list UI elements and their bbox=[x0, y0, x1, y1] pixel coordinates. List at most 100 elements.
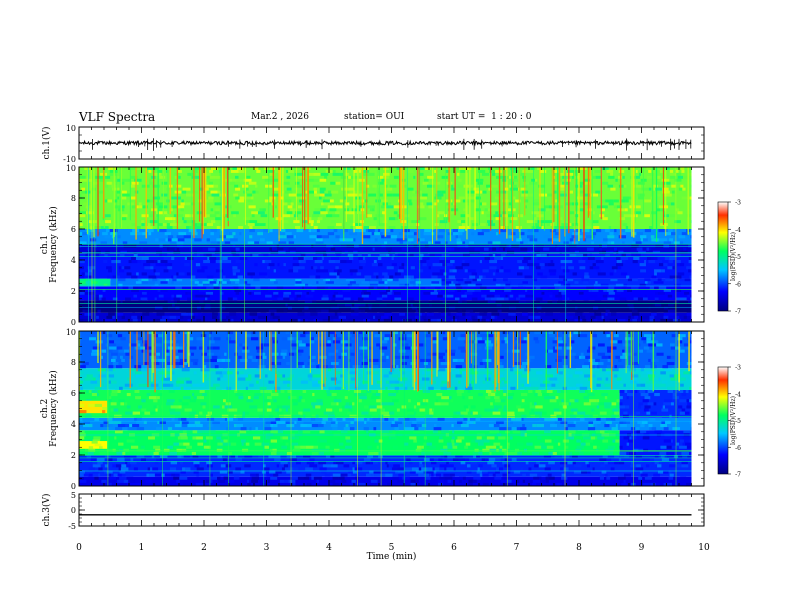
noise-speckle bbox=[683, 247, 687, 251]
noise-speckle bbox=[273, 424, 278, 428]
noise-speckle bbox=[530, 167, 535, 170]
noise-speckle bbox=[599, 247, 602, 251]
noise-speckle bbox=[402, 371, 406, 375]
noise-speckle bbox=[368, 229, 375, 233]
noise-speckle bbox=[384, 417, 389, 421]
noise-speckle bbox=[605, 309, 610, 313]
noise-speckle bbox=[327, 414, 336, 418]
noise-speckle bbox=[285, 169, 289, 173]
noise-speckle bbox=[286, 175, 291, 179]
noise-speckle bbox=[263, 467, 270, 471]
noise-speckle bbox=[273, 187, 281, 191]
noise-speckle bbox=[276, 464, 280, 468]
noise-speckle bbox=[102, 232, 108, 236]
noise-speckle bbox=[678, 455, 683, 459]
noise-speckle bbox=[494, 405, 497, 409]
noise-speckle bbox=[208, 196, 214, 200]
noise-speckle bbox=[330, 315, 339, 319]
noise-speckle bbox=[687, 294, 691, 298]
noise-speckle bbox=[511, 417, 516, 421]
noise-speckle bbox=[449, 269, 453, 273]
noise-speckle bbox=[541, 445, 547, 449]
noise-speckle bbox=[466, 202, 470, 206]
noise-speckle bbox=[409, 368, 415, 372]
noise-speckle bbox=[174, 300, 177, 304]
noise-speckle bbox=[282, 451, 287, 455]
noise-speckle bbox=[634, 211, 642, 215]
noise-speckle bbox=[331, 355, 339, 359]
noise-speckle bbox=[499, 445, 503, 449]
noise-speckle bbox=[169, 315, 177, 319]
noise-speckle bbox=[318, 479, 324, 483]
noise-speckle bbox=[545, 374, 554, 378]
noise-speckle bbox=[319, 439, 327, 443]
noise-speckle bbox=[146, 473, 150, 477]
noise-speckle bbox=[509, 294, 514, 298]
noise-speckle bbox=[488, 424, 494, 428]
noise-speckle bbox=[333, 229, 338, 233]
noise-speckle bbox=[293, 235, 297, 239]
noise-speckle bbox=[117, 235, 121, 239]
noise-speckle bbox=[477, 297, 485, 301]
noise-speckle bbox=[519, 232, 525, 236]
noise-speckle bbox=[367, 445, 372, 449]
noise-speckle bbox=[91, 349, 99, 353]
ch1-spectrogram-ylabel: Frequency (kHz) bbox=[48, 206, 59, 283]
noise-speckle bbox=[560, 467, 564, 471]
noise-speckle bbox=[405, 476, 410, 480]
noise-speckle bbox=[649, 315, 655, 319]
noise-speckle bbox=[95, 253, 100, 257]
noise-speckle bbox=[86, 374, 93, 378]
noise-speckle bbox=[514, 346, 520, 350]
noise-speckle bbox=[360, 291, 364, 295]
noise-speckle bbox=[117, 473, 122, 477]
noise-speckle bbox=[433, 427, 442, 431]
noise-speckle bbox=[378, 451, 382, 455]
noise-speckle bbox=[184, 256, 187, 260]
noise-speckle bbox=[608, 226, 612, 229]
noise-speckle bbox=[486, 184, 491, 188]
noise-speckle bbox=[407, 386, 413, 390]
noise-speckle bbox=[544, 439, 552, 443]
noise-speckle bbox=[449, 389, 457, 393]
noise-speckle bbox=[472, 278, 477, 282]
noise-speckle bbox=[110, 408, 114, 412]
noise-speckle bbox=[516, 479, 520, 483]
noise-speckle bbox=[335, 266, 339, 270]
noise-speckle bbox=[319, 355, 327, 359]
noise-speckle bbox=[286, 235, 294, 239]
noise-speckle bbox=[461, 220, 466, 224]
noise-speckle bbox=[424, 229, 432, 233]
noise-speckle bbox=[656, 208, 660, 212]
noise-speckle bbox=[400, 286, 405, 290]
noise-speckle bbox=[323, 411, 329, 415]
noise-speckle bbox=[219, 374, 224, 378]
noise-speckle bbox=[337, 269, 342, 273]
noise-speckle bbox=[616, 377, 622, 381]
noise-speckle bbox=[162, 253, 168, 257]
noise-speckle bbox=[330, 303, 334, 307]
noise-speckle bbox=[388, 226, 396, 229]
noise-speckle bbox=[666, 451, 675, 455]
noise-speckle bbox=[652, 371, 656, 375]
noise-speckle bbox=[529, 402, 532, 406]
noise-speckle bbox=[374, 334, 380, 338]
noise-speckle bbox=[150, 467, 153, 471]
noise-speckle bbox=[431, 473, 434, 477]
noise-speckle bbox=[112, 187, 120, 191]
noise-speckle bbox=[178, 272, 185, 276]
noise-speckle bbox=[106, 470, 113, 474]
noise-speckle bbox=[118, 349, 124, 353]
noise-speckle bbox=[568, 266, 574, 270]
noise-speckle bbox=[359, 393, 367, 397]
noise-speckle bbox=[276, 244, 280, 248]
noise-speckle bbox=[646, 247, 650, 251]
noise-speckle bbox=[494, 256, 501, 260]
noise-speckle bbox=[456, 389, 464, 393]
noise-speckle bbox=[380, 473, 386, 477]
noise-speckle bbox=[616, 380, 623, 384]
noise-speckle bbox=[236, 414, 243, 418]
noise-speckle bbox=[397, 467, 401, 471]
noise-speckle bbox=[562, 269, 570, 273]
noise-speckle bbox=[364, 199, 368, 203]
